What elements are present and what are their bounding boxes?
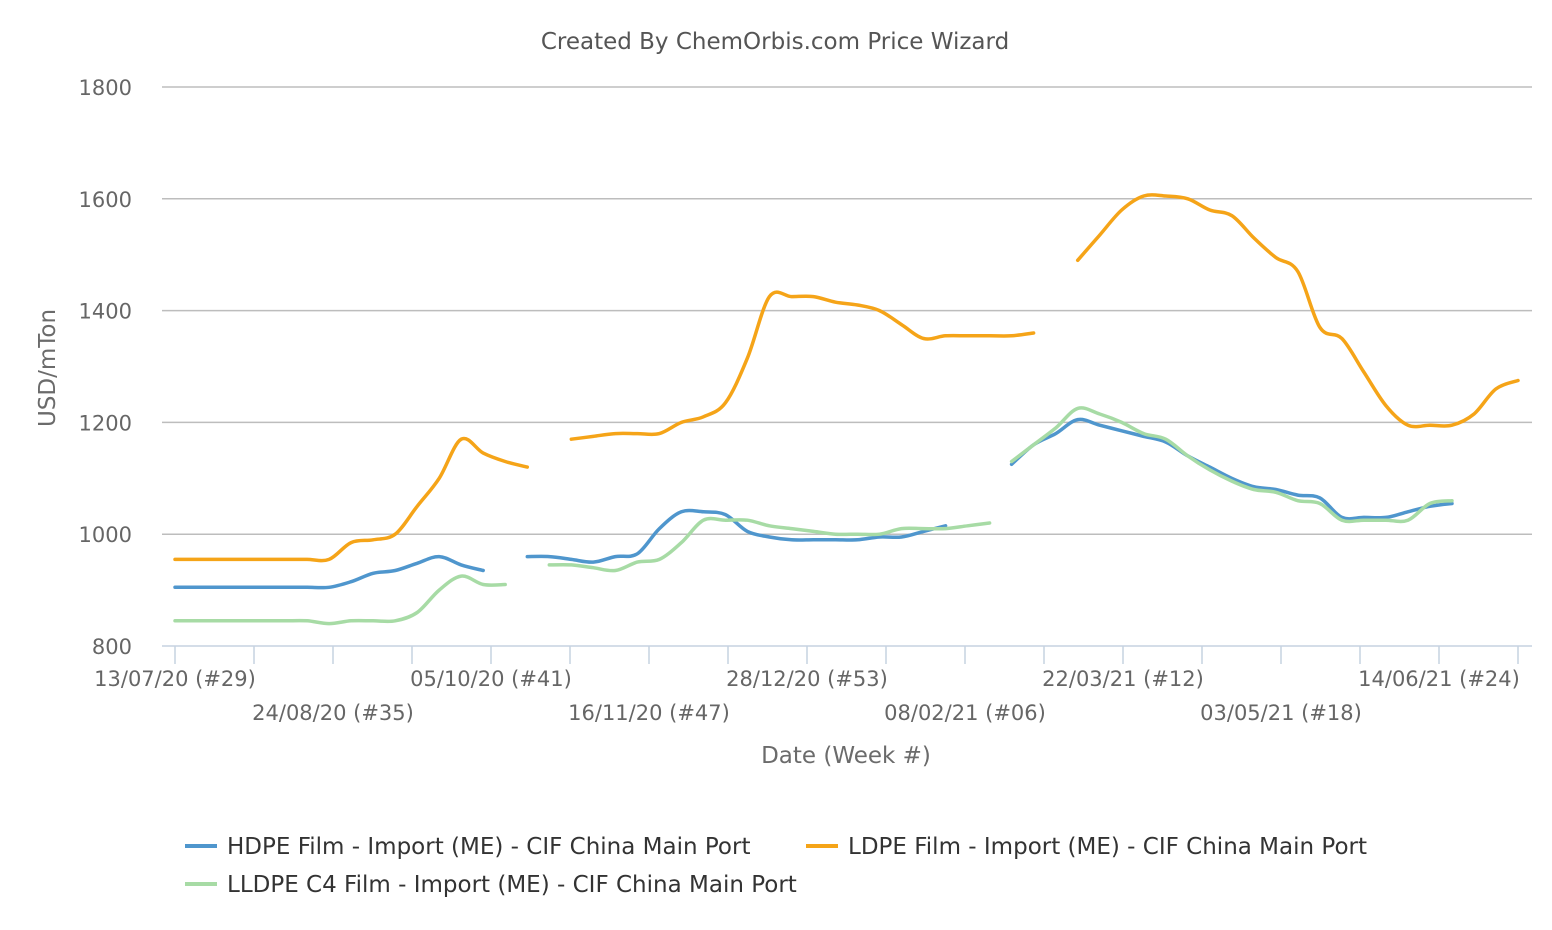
x-tick-label: 13/07/20 (#29) — [94, 667, 256, 691]
legend-label: HDPE Film - Import (ME) - CIF China Main… — [227, 834, 750, 860]
legend-label: LLDPE C4 Film - Import (ME) - CIF China … — [227, 872, 797, 898]
x-tick-label: 08/02/21 (#06) — [884, 701, 1046, 725]
series-lines — [173, 193, 1520, 626]
series-line-2 — [569, 290, 1036, 441]
y-tick-label: 1800 — [79, 76, 132, 100]
series-line-3 — [547, 516, 992, 573]
x-tick-label: 05/10/20 (#41) — [410, 667, 572, 691]
legend-item-1[interactable]: HDPE Film - Import (ME) - CIF China Main… — [185, 834, 750, 860]
y-tick-label: 1600 — [79, 188, 132, 212]
legend-item-2[interactable]: LDPE Film - Import (ME) - CIF China Main… — [806, 834, 1367, 860]
y-tick-label: 1000 — [79, 523, 132, 547]
y-tick-label: 800 — [92, 635, 132, 659]
y-tick-label: 1200 — [79, 411, 132, 435]
legend[interactable]: HDPE Film - Import (ME) - CIF China Main… — [185, 834, 1367, 898]
series-line-3 — [1009, 406, 1454, 524]
y-tick-label: 1400 — [79, 300, 132, 324]
series-line-1 — [173, 554, 485, 590]
grid — [162, 86, 1532, 535]
x-tick-label: 24/08/20 (#35) — [252, 701, 414, 725]
x-tick-label: 14/06/21 (#24) — [1358, 667, 1520, 691]
y-axis-title: USD/mTon — [35, 309, 61, 427]
series-line-1 — [525, 508, 948, 564]
chart-title: Created By ChemOrbis.com Price Wizard — [541, 29, 1009, 55]
legend-item-3[interactable]: LLDPE C4 Film - Import (ME) - CIF China … — [185, 872, 797, 898]
x-axis: 13/07/20 (#29) 24/08/20 (#35) 05/10/20 (#4… — [94, 645, 1532, 725]
x-axis-title: Date (Week #) — [761, 743, 931, 769]
x-tick-label: 28/12/20 (#53) — [726, 667, 888, 691]
x-tick-label: 16/11/20 (#47) — [568, 701, 730, 725]
series-line-2 — [1075, 193, 1520, 429]
legend-label: LDPE Film - Import (ME) - CIF China Main… — [848, 834, 1367, 860]
x-tick-label: 22/03/21 (#12) — [1042, 667, 1204, 691]
series-line-1 — [1009, 417, 1454, 521]
y-axis-ticks: 800 1000 1200 1400 1600 1800 — [79, 76, 132, 659]
x-tick-label: 03/05/21 (#18) — [1200, 701, 1362, 725]
series-line-2 — [173, 436, 530, 563]
series-line-3 — [173, 574, 507, 626]
